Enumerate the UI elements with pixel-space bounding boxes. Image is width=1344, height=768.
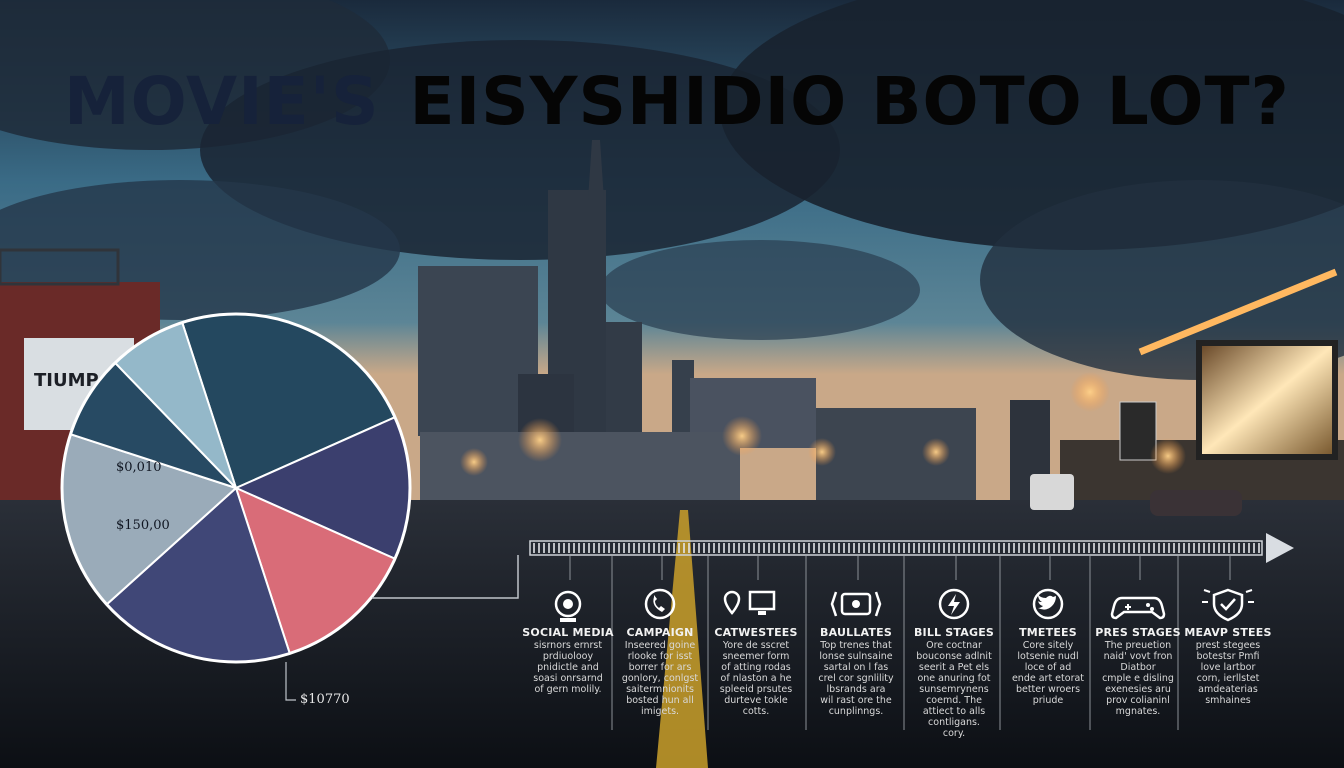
stage-description: Core sitely lotsenie nudl loce of ad end… — [1011, 640, 1085, 706]
stage-description: The preuetion naid' vovt fron Diatbor cm… — [1102, 640, 1174, 717]
headline-part-b: EISYSHIDIO BOTO LOT? — [409, 63, 1290, 140]
stage-title: CAMPAIGN — [626, 626, 694, 639]
pie-chart: $0,010 $150,00 — [58, 310, 418, 670]
stage-description: Inseered goine rlooke for isst borrer fo… — [621, 640, 699, 717]
film-reel-icon — [830, 591, 882, 617]
webcam-icon — [554, 590, 582, 622]
pie-label-top: $0,010 — [116, 460, 162, 475]
pie-chart-svg — [60, 312, 412, 664]
lightning-icon — [938, 588, 970, 620]
shield-icon — [1202, 588, 1254, 622]
phone-icon — [644, 588, 676, 620]
stage-description: prest stegees botestsr Pmfi love lartbor… — [1195, 640, 1261, 706]
gamepad-icon — [1110, 596, 1166, 620]
pie-rim — [60, 312, 412, 664]
stage-title: CATWESTEES — [714, 626, 798, 639]
stage-title: TMETEES — [1019, 626, 1077, 639]
location-monitor-icon — [723, 590, 776, 615]
stage-title: SOCIAL MEDIA — [522, 626, 614, 639]
headline: MOVIE'S EISYSHIDIO BOTO LOT? — [64, 62, 1304, 142]
stage-description: Top trenes that lonse sulnsaine sartal o… — [818, 640, 894, 717]
stage-title: BILL STAGES — [913, 626, 995, 639]
twitter-bird-icon — [1032, 588, 1064, 620]
stage-title: MEAVP STEES — [1184, 626, 1272, 639]
stage-title: PRES STAGES — [1095, 626, 1181, 639]
stage-title: BAULLATES — [820, 626, 892, 639]
headline-part-a: MOVIE'S — [64, 63, 380, 140]
building-sign-text: TIUMP — [34, 370, 99, 391]
stage-description: Yore de sscret sneemer form of atting ro… — [719, 640, 793, 717]
pie-label-mid: $150,00 — [116, 518, 170, 533]
pie-label-bottom: $10770 — [300, 692, 350, 707]
stage-description: sisrnors ernrst prdiuolooy pnidictle and… — [533, 640, 603, 695]
stage-description: Ore coctnar bouconse adlnit seerit a Pet… — [916, 640, 992, 739]
